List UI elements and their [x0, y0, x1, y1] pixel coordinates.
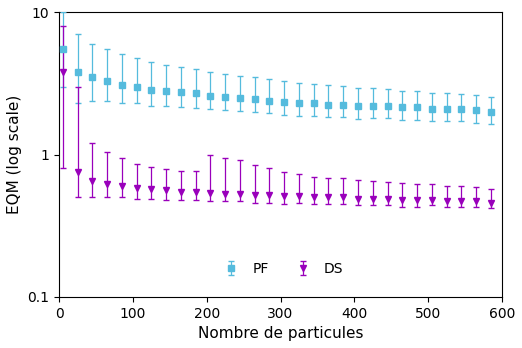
Y-axis label: EQM (log scale): EQM (log scale): [7, 95, 22, 214]
Legend: PF, DS: PF, DS: [212, 256, 349, 281]
X-axis label: Nombre de particules: Nombre de particules: [198, 326, 363, 341]
